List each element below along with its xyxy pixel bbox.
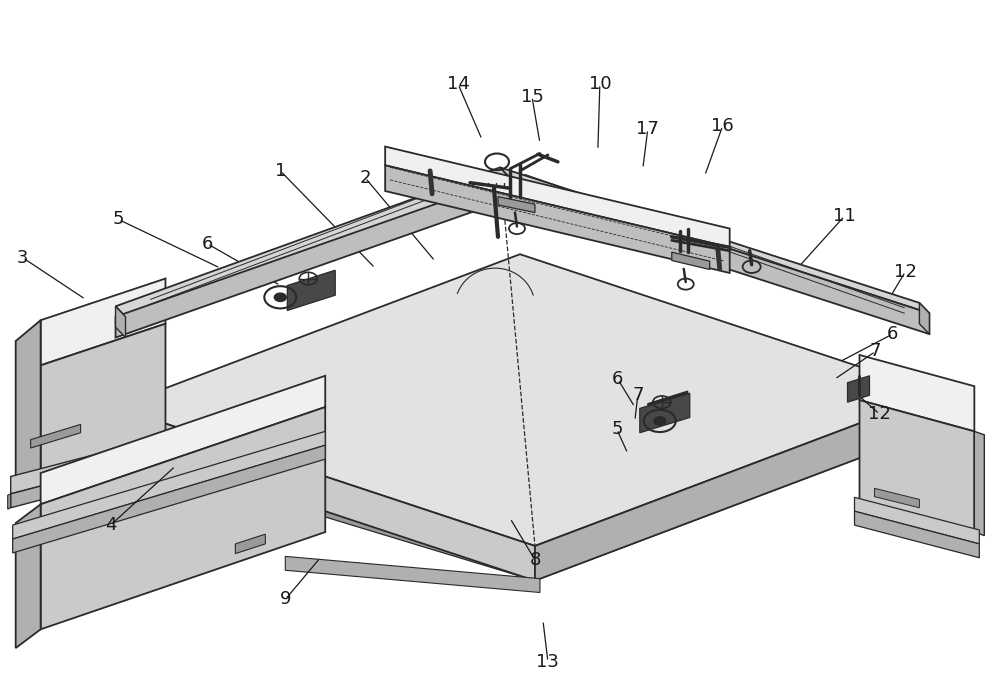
Polygon shape xyxy=(16,320,41,494)
Polygon shape xyxy=(535,393,939,580)
Polygon shape xyxy=(41,376,325,505)
Polygon shape xyxy=(974,432,984,535)
Text: 12: 12 xyxy=(894,262,917,280)
Text: 4: 4 xyxy=(105,516,116,534)
Polygon shape xyxy=(96,438,535,580)
Polygon shape xyxy=(672,252,710,269)
Text: 10: 10 xyxy=(589,75,611,93)
Text: 14: 14 xyxy=(447,75,469,93)
Text: 9: 9 xyxy=(280,590,291,608)
Circle shape xyxy=(274,293,286,301)
Polygon shape xyxy=(116,168,510,317)
Polygon shape xyxy=(8,494,11,509)
Text: 13: 13 xyxy=(536,653,559,671)
Polygon shape xyxy=(287,270,335,310)
Text: 12: 12 xyxy=(868,405,891,423)
Polygon shape xyxy=(285,556,540,592)
Polygon shape xyxy=(848,376,869,402)
Text: 16: 16 xyxy=(711,117,734,135)
Polygon shape xyxy=(41,407,325,629)
Text: 11: 11 xyxy=(833,207,856,225)
Polygon shape xyxy=(860,355,974,432)
Text: 8: 8 xyxy=(529,551,541,569)
Polygon shape xyxy=(13,445,325,553)
Text: 5: 5 xyxy=(113,210,124,228)
Polygon shape xyxy=(31,425,81,448)
Polygon shape xyxy=(41,278,165,365)
Polygon shape xyxy=(498,196,535,212)
Text: 1: 1 xyxy=(275,162,286,180)
Polygon shape xyxy=(41,324,165,473)
Polygon shape xyxy=(13,432,325,539)
Text: 6: 6 xyxy=(612,370,624,388)
Text: 6: 6 xyxy=(202,235,213,253)
Text: 7: 7 xyxy=(870,342,881,361)
Polygon shape xyxy=(235,534,265,553)
Circle shape xyxy=(654,417,666,425)
Polygon shape xyxy=(535,393,939,580)
Polygon shape xyxy=(116,306,126,338)
Text: 5: 5 xyxy=(611,420,623,438)
Polygon shape xyxy=(874,489,919,508)
Polygon shape xyxy=(116,177,510,338)
Polygon shape xyxy=(648,391,688,414)
Polygon shape xyxy=(385,147,730,247)
Text: 15: 15 xyxy=(521,88,543,106)
Text: 2: 2 xyxy=(359,169,371,187)
Polygon shape xyxy=(96,438,101,473)
Polygon shape xyxy=(510,177,929,334)
Polygon shape xyxy=(919,303,929,334)
Polygon shape xyxy=(116,254,939,546)
Polygon shape xyxy=(11,435,170,494)
Polygon shape xyxy=(11,452,170,508)
Polygon shape xyxy=(16,505,41,648)
Polygon shape xyxy=(500,168,929,313)
Polygon shape xyxy=(116,407,535,580)
Text: 3: 3 xyxy=(17,248,28,267)
Polygon shape xyxy=(855,512,979,557)
Text: 7: 7 xyxy=(632,386,644,404)
Polygon shape xyxy=(640,393,690,433)
Polygon shape xyxy=(855,498,979,544)
Text: 17: 17 xyxy=(636,120,659,139)
Polygon shape xyxy=(860,400,974,532)
Polygon shape xyxy=(385,166,730,273)
Text: 6: 6 xyxy=(887,325,898,343)
